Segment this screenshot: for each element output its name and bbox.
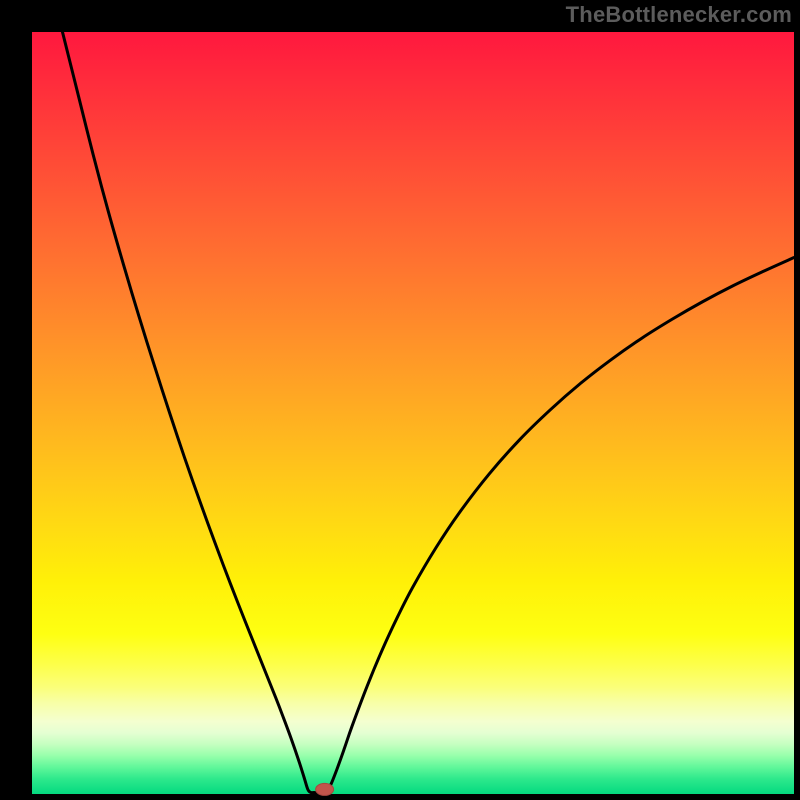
chart-frame: TheBottlenecker.com (0, 0, 800, 800)
optimum-marker (316, 783, 334, 795)
watermark-label: TheBottlenecker.com (566, 2, 792, 28)
plot-background (32, 32, 794, 794)
bottleneck-chart (0, 0, 800, 800)
